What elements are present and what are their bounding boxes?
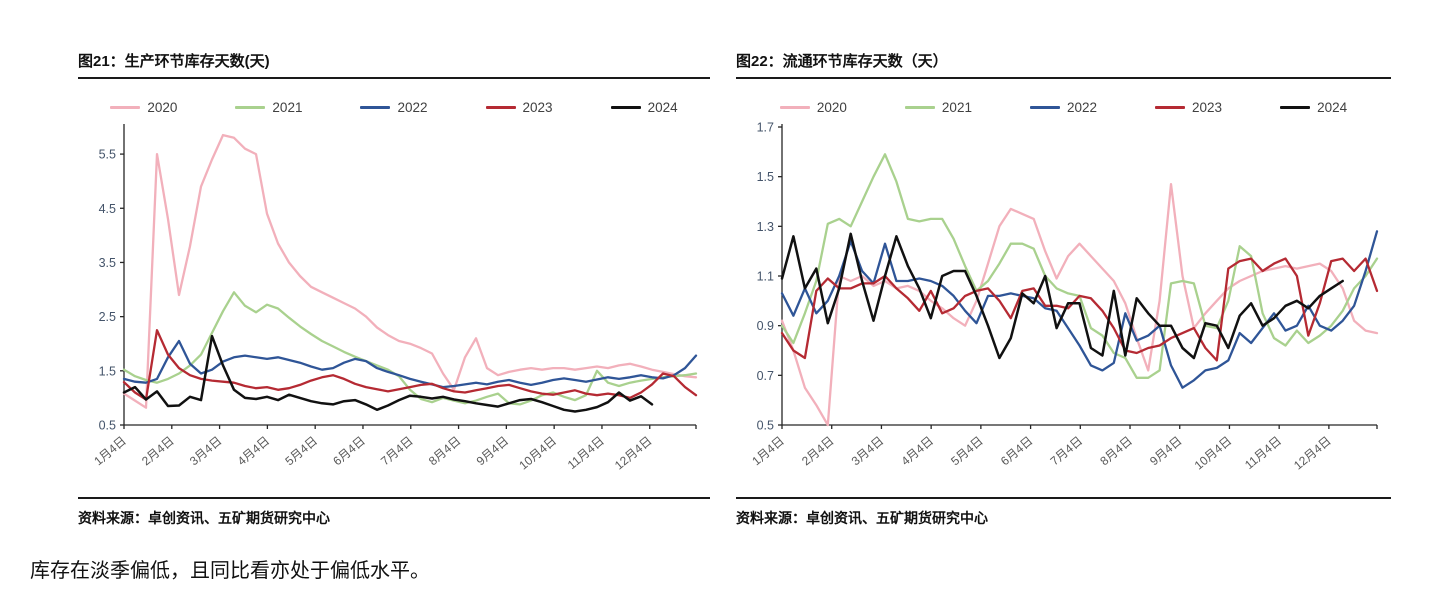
x-tick-label: 3月4日	[187, 434, 225, 469]
legend-label-2024: 2024	[647, 99, 678, 115]
footnote-text: 库存在淡季偏低，且同比看亦处于偏低水平。	[30, 560, 430, 582]
charts-row: 图21：生产环节库存天数(天) 2020 2021 2022 2023 2024 0.5…	[78, 50, 1391, 528]
y-tick-label: 0.9	[757, 319, 774, 333]
series-line-2022	[122, 339, 698, 389]
x-tick-label: 4月4日	[235, 434, 273, 469]
x-tick-label: 10月4日	[1192, 434, 1235, 473]
x-tick-label: 7月4日	[378, 434, 416, 469]
x-tick-label: 2月4日	[799, 434, 837, 469]
legend-label-2020: 2020	[147, 99, 178, 115]
legend-item-2023[interactable]: 2023	[485, 99, 553, 115]
x-tick-label: 11月4日	[565, 434, 607, 472]
y-tick-label: 4.5	[99, 202, 116, 216]
legend-label-2020: 2020	[816, 99, 847, 115]
x-tick-label: 9月4日	[1147, 434, 1185, 469]
x-tick-label: 1月4日	[749, 434, 787, 469]
legend-swatch-2024	[1280, 105, 1311, 109]
x-tick-label: 11月4日	[1242, 434, 1284, 472]
chart-block-circulation: 图22：流通环节库存天数（天） 2020 2021 2022 2023 2024 0.5…	[736, 50, 1391, 528]
legend-label-2023: 2023	[1192, 99, 1223, 115]
x-tick-label: 8月4日	[426, 434, 464, 469]
x-tick-label: 1月4日	[91, 434, 129, 469]
line-chart-circulation: 0.5 0.7 0.9 1.1 1.3 1.5 1.7 1月4日 2月4日 3月4日 4月4日 5月4…	[749, 121, 1379, 473]
legend-swatch-2024	[610, 105, 641, 109]
legend-production: 2020 2021 2022 2023 2024	[78, 97, 710, 117]
legend-label-2022: 2022	[397, 99, 428, 115]
y-tick-label: 1.3	[757, 220, 774, 234]
x-tick-label: 12月4日	[612, 434, 655, 473]
legend-swatch-2023	[1155, 105, 1186, 109]
chart-block-production: 图21：生产环节库存天数(天) 2020 2021 2022 2023 2024 0.5…	[78, 50, 710, 528]
y-tick-label: 5.5	[99, 148, 116, 162]
legend-item-2024[interactable]: 2024	[1280, 100, 1347, 115]
x-tick-label: 7月4日	[1048, 434, 1086, 469]
legend-label-2022: 2022	[1066, 99, 1098, 115]
x-tick-label: 10月4日	[516, 434, 559, 473]
y-tick-label: 0.7	[757, 369, 774, 383]
legend-swatch-2023	[485, 105, 516, 109]
legend-item-2020[interactable]: 2020	[110, 100, 177, 115]
source-label-production: 资料来源：卓创资讯、五矿期货研究中心	[78, 497, 710, 528]
x-tick-label: 5月4日	[948, 434, 986, 469]
chart-title-circulation: 图22：流通环节库存天数（天）	[736, 50, 1391, 79]
y-tick-label: 1.7	[757, 121, 774, 135]
y-tick-label: 0.5	[757, 419, 774, 433]
source-label-circulation: 资料来源：卓创资讯、五矿期货研究中心	[736, 497, 1391, 528]
legend-swatch-2022	[1029, 105, 1060, 109]
line-chart-production: 0.5 1.5 2.5 3.5 4.5 5.5 1月4日 2月4日 3月4日 4月4日 5月4日 6月…	[91, 124, 698, 473]
legend-label-2021: 2021	[272, 99, 303, 115]
y-tick-label: 1.1	[757, 270, 774, 284]
legend-item-2020[interactable]: 2020	[779, 99, 847, 115]
series-line-2023	[122, 329, 698, 401]
legend-swatch-2020	[110, 105, 141, 109]
series-line-2021	[122, 291, 698, 406]
y-tick-label: 2.5	[99, 310, 116, 324]
x-tick-label: 9月4日	[474, 434, 512, 469]
legend-swatch-2021	[904, 105, 935, 109]
legend-label-2023: 2023	[522, 99, 553, 115]
legend-label-2021: 2021	[941, 99, 972, 115]
series-line-2023	[780, 257, 1379, 362]
legend-swatch-2021	[235, 105, 266, 109]
legend-item-2022[interactable]: 2022	[1029, 99, 1098, 115]
x-tick-label: 8月4日	[1097, 434, 1135, 469]
legend-item-2023[interactable]: 2023	[1155, 100, 1222, 115]
chart-title-production: 图21：生产环节库存天数(天)	[78, 50, 710, 79]
legend-swatch-2020	[779, 105, 810, 109]
series-line-2020	[780, 182, 1379, 427]
x-tick-label: 4月4日	[898, 434, 936, 469]
y-tick-label: 1.5	[757, 170, 774, 184]
legend-item-2021[interactable]: 2021	[235, 100, 302, 115]
series-line-2020	[122, 133, 698, 409]
x-tick-label: 6月4日	[998, 434, 1036, 469]
x-tick-label: 3月4日	[849, 434, 887, 469]
x-tick-label: 2月4日	[139, 434, 177, 469]
legend-item-2022[interactable]: 2022	[360, 99, 428, 115]
x-tick-label: 5月4日	[282, 434, 320, 469]
x-tick-label: 6月4日	[330, 434, 368, 469]
legend-item-2024[interactable]: 2024	[610, 99, 678, 115]
legend-label-2024: 2024	[1317, 99, 1348, 115]
legend-swatch-2022	[360, 105, 391, 109]
legend-item-2021[interactable]: 2021	[904, 99, 972, 115]
y-tick-label: 0.5	[99, 419, 116, 433]
legend-circulation: 2020 2021 2022 2023 2024	[736, 97, 1391, 117]
series-line-2022	[780, 230, 1379, 389]
y-tick-label: 3.5	[99, 256, 116, 270]
y-tick-label: 1.5	[99, 364, 116, 378]
series-line-2024	[122, 334, 654, 413]
series-line-2024	[780, 232, 1344, 360]
x-tick-label: 12月4日	[1291, 434, 1334, 473]
